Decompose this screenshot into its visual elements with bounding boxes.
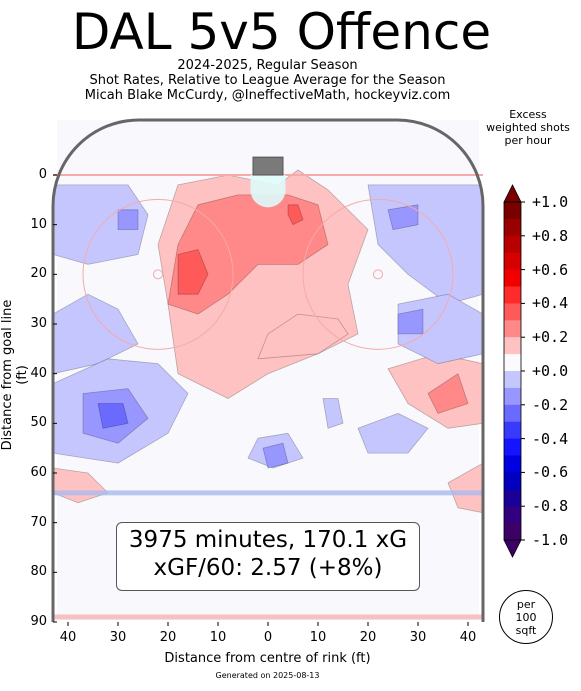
- heat-region: [262, 442, 289, 469]
- colorbar-swatch: [504, 438, 521, 456]
- colorbar-tick-label: +0.8: [532, 226, 569, 245]
- colorbar-swatch: [504, 320, 521, 338]
- chart-title: DAL 5v5 Offence: [71, 3, 492, 61]
- colorbar-tick-label: -0.6: [532, 463, 569, 482]
- colorbar-swatch: [504, 523, 521, 541]
- heat-region: [177, 249, 209, 295]
- colorbar-tick-label: +1.0: [532, 193, 569, 211]
- y-tick-label: 20: [30, 266, 47, 282]
- y-axis-label: Distance from goal line (ft): [0, 299, 30, 451]
- faceoff-circle: [302, 198, 454, 350]
- y-tick-label: 0: [38, 167, 47, 182]
- heat-region: [287, 204, 304, 226]
- x-tick-label: 10: [209, 630, 227, 645]
- colorbar-tick-label: +0.4: [532, 294, 569, 313]
- colorbar-swatch: [504, 489, 521, 507]
- colorbar-title: Excess weighted shots per hour: [478, 108, 578, 147]
- summary-box: 3975 minutes, 170.1 xG xGF/60: 2.57 (+8%…: [116, 522, 420, 591]
- heat-region: [53, 293, 139, 375]
- colorbar-swatch: [504, 337, 521, 355]
- colorbar-tick-label: -1.0: [532, 531, 569, 549]
- faceoff-dot: [373, 269, 383, 280]
- y-tick-label: 70: [30, 514, 47, 530]
- colorbar-swatch: [504, 421, 521, 440]
- y-tick-label: 10: [30, 216, 47, 232]
- colorbar-tick-label: +0.2: [532, 328, 569, 347]
- colorbar-swatch: [504, 269, 521, 287]
- goal-net: [252, 156, 284, 176]
- heat-region: [97, 403, 129, 429]
- generated-date: Generated on 2025-08-13: [215, 671, 320, 680]
- summary-minutes-xg: 3975 minutes, 170.1 xG: [128, 527, 408, 553]
- faceoff-circle: [82, 198, 234, 350]
- colorbar-swatch: [504, 455, 521, 473]
- colorbar-tick-label: +0.6: [532, 260, 569, 279]
- y-tick-label: 30: [30, 316, 47, 331]
- colorbar-tick-label: -0.2: [532, 395, 569, 414]
- colorbar: [503, 184, 525, 558]
- plot-axes: [53, 174, 469, 626]
- y-tick-label: 40: [30, 365, 47, 381]
- subtitle-description: Shot Rates, Relative to League Average f…: [89, 73, 446, 88]
- heat-region: [53, 184, 149, 265]
- subtitle-season: 2024-2025, Regular Season: [177, 58, 358, 73]
- x-tick-label: 30: [109, 630, 127, 645]
- y-tick-label: 60: [30, 465, 47, 480]
- colorbar-swatch: [504, 303, 521, 321]
- colorbar-tick-label: +0.0: [532, 362, 569, 380]
- subtitle-author: Micah Blake McCurdy, @IneffectiveMath, h…: [84, 88, 451, 103]
- x-tick-label: 30: [409, 630, 427, 645]
- colorbar-title-line: weighted shots: [486, 121, 570, 134]
- x-tick-label: 10: [309, 630, 327, 645]
- colorbar-swatch: [504, 286, 521, 304]
- area-scale-line: sqft: [515, 624, 537, 637]
- x-tick-label: 40: [59, 630, 77, 645]
- goal-crease: [250, 175, 286, 208]
- area-scale-badge: per 100 sqft: [499, 590, 553, 644]
- y-tick-label: 90: [30, 614, 47, 629]
- heat-region: [357, 413, 429, 454]
- colorbar-tick-label: -0.4: [532, 429, 569, 448]
- heat-region: [257, 313, 349, 360]
- colorbar-max-arrow: [503, 184, 522, 203]
- colorbar-min-arrow: [503, 539, 522, 558]
- y-tick-label: 50: [30, 415, 47, 431]
- summary-xgf60: xGF/60: 2.57 (+8%): [153, 555, 383, 581]
- area-scale-line: per: [516, 598, 536, 611]
- x-tick-label: 20: [159, 630, 177, 645]
- colorbar-swatch: [504, 202, 521, 220]
- rink-markings: [51, 118, 485, 622]
- colorbar-swatch: [504, 371, 521, 389]
- x-tick-label: 40: [459, 630, 477, 645]
- heat-regions: [53, 169, 483, 514]
- colorbar-swatch: [504, 235, 521, 254]
- x-axis-label: Distance from centre of rink (ft): [164, 651, 371, 666]
- colorbar-title-line: Excess: [509, 108, 547, 121]
- rink-boards: [51, 118, 485, 622]
- colorbar-tick-label: -0.8: [532, 497, 569, 516]
- colorbar-swatch: [504, 387, 521, 406]
- faceoff-dot: [153, 269, 163, 280]
- heat-region: [322, 398, 344, 429]
- x-tick-label: 20: [359, 630, 377, 645]
- colorbar-swatch: [504, 404, 521, 423]
- colorbar-swatch: [504, 506, 521, 524]
- x-tick-label: 0: [263, 630, 273, 645]
- y-tick-label: 80: [30, 564, 47, 580]
- colorbar-title-line: per hour: [504, 134, 552, 147]
- colorbar-swatch: [504, 218, 521, 237]
- heat-region: [427, 373, 469, 414]
- heat-region: [447, 462, 483, 514]
- area-scale-line: 100: [515, 611, 537, 624]
- heat-region: [117, 209, 139, 230]
- heat-region: [387, 204, 419, 230]
- colorbar-swatch: [504, 472, 521, 490]
- colorbar-swatch: [504, 354, 521, 372]
- colorbar-swatch: [504, 252, 521, 271]
